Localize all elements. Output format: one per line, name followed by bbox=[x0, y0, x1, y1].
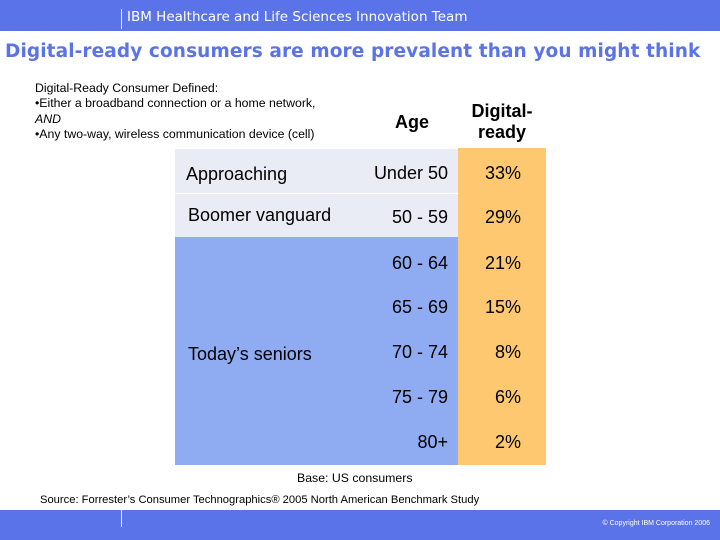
age-cell: 70 - 74 bbox=[391, 342, 448, 362]
definition-item-2: •Any two-way, wireless communication dev… bbox=[35, 126, 315, 141]
pct-cell: 21% bbox=[484, 253, 521, 273]
team-name: IBM Healthcare and Life Sciences Innovat… bbox=[127, 9, 468, 25]
pct-cell: 29% bbox=[484, 207, 521, 227]
pct-cell: 6% bbox=[494, 387, 521, 407]
digital-ready-column bbox=[458, 148, 546, 465]
slide-title: Digital-ready consumers are more prevale… bbox=[5, 41, 701, 62]
pct-cell: 2% bbox=[494, 432, 521, 452]
banner-divider bbox=[121, 9, 122, 29]
age-cell: 50 - 59 bbox=[391, 207, 448, 227]
age-cell: Under 50 bbox=[373, 163, 448, 183]
segment-boomer-vanguard: Boomer vanguard bbox=[188, 205, 332, 225]
source-note: Source: Forrester’s Consumer Technograph… bbox=[40, 494, 480, 506]
base-note: Base: US consumers bbox=[297, 471, 413, 485]
segment-todays-seniors: Today’s seniors bbox=[188, 344, 312, 364]
definition-heading: Digital-Ready Consumer Defined: bbox=[35, 81, 219, 95]
footer-divider bbox=[121, 510, 122, 527]
age-cell: 80+ bbox=[417, 432, 448, 452]
seniors-band bbox=[175, 237, 458, 465]
pct-cell: 8% bbox=[494, 342, 521, 362]
segment-approaching: Approaching bbox=[186, 164, 288, 184]
age-cell: 60 - 64 bbox=[391, 253, 448, 273]
top-banner: IBM Healthcare and Life Sciences Innovat… bbox=[0, 0, 720, 31]
bottom-banner: © Copyright IBM Corporation 2006 bbox=[0, 510, 720, 540]
age-cell: 75 - 79 bbox=[391, 387, 448, 407]
age-column-header: Age bbox=[394, 112, 429, 132]
pct-cell: 33% bbox=[484, 163, 521, 183]
definition-item-1: •Either a broadband connection or a home… bbox=[35, 96, 316, 111]
band-separator bbox=[175, 193, 458, 194]
pct-cell: 15% bbox=[484, 297, 521, 317]
definition-and: AND bbox=[35, 111, 61, 126]
digital-ready-column-header: Digital-ready bbox=[471, 101, 533, 142]
definition-block: Digital-Ready Consumer Defined: •Either … bbox=[35, 81, 315, 142]
copyright-text: © Copyright IBM Corporation 2006 bbox=[602, 520, 711, 527]
age-cell: 65 - 69 bbox=[391, 297, 448, 317]
